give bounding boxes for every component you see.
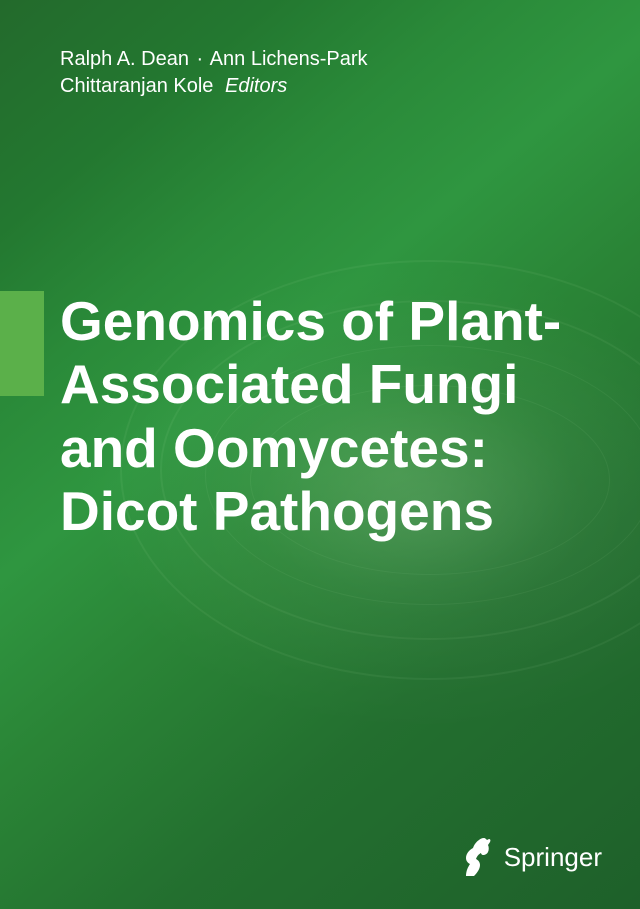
publisher-block: Springer [460, 837, 602, 877]
springer-horse-icon [460, 837, 494, 877]
editors-line-2: Chittaranjan Kole Editors [60, 73, 600, 100]
accent-bar [0, 291, 44, 396]
editor-name: Chittaranjan Kole [60, 75, 213, 97]
editor-name: Ann Lichens-Park [210, 48, 368, 70]
publisher-name: Springer [504, 842, 602, 873]
editors-role: Editors [225, 75, 287, 97]
editors-line-1: Ralph A. Dean · Ann Lichens-Park [60, 46, 600, 73]
book-cover: Ralph A. Dean · Ann Lichens-Park Chittar… [0, 0, 640, 909]
book-title: Genomics of Plant-Associated Fungi and O… [60, 290, 604, 543]
editors-block: Ralph A. Dean · Ann Lichens-Park Chittar… [60, 46, 600, 100]
editor-name: Ralph A. Dean [60, 48, 189, 70]
separator-dot: · [197, 48, 204, 70]
